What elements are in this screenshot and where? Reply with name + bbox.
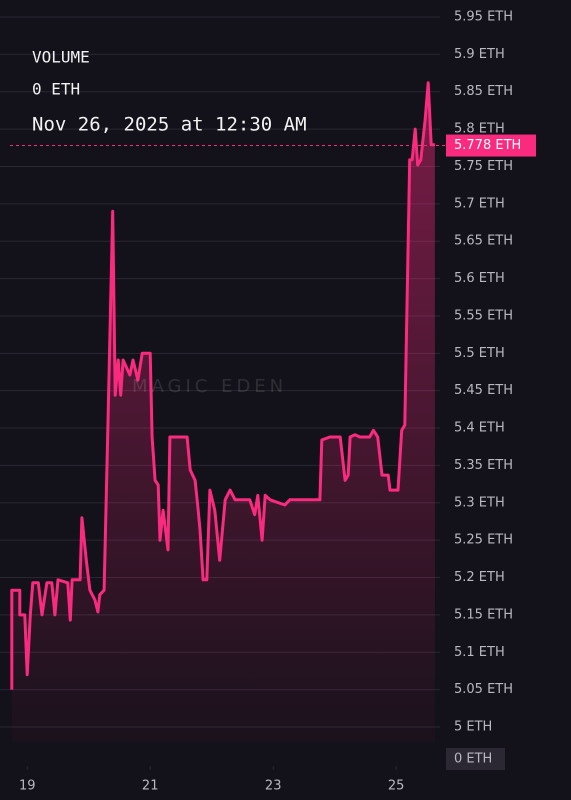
header-metric: VOLUME: [32, 48, 90, 67]
price-line: [10, 81, 435, 690]
x-tick-label: 19: [19, 779, 36, 794]
y2-tick-label: 0 ETH: [454, 752, 492, 767]
area: [11, 82, 435, 743]
x-tick-label: 21: [142, 779, 159, 794]
y-tick-label: 5.95 ETH: [454, 10, 513, 25]
y-tick-label: 5.05 ETH: [454, 682, 513, 697]
y-tick-label: 5.85 ETH: [454, 84, 513, 99]
y-tick-label: 5.8 ETH: [454, 122, 505, 137]
y-tick-label: 5.45 ETH: [454, 383, 513, 398]
y-tick-label: 5.1 ETH: [454, 645, 505, 660]
y-tick-label: 5.75 ETH: [454, 159, 513, 174]
y-tick-label: 5.35 ETH: [454, 458, 513, 473]
x-tick-label: 23: [265, 779, 282, 794]
current-price-label: 5.778 ETH: [454, 138, 521, 153]
current-price-box: [446, 134, 536, 157]
y-tick-label: 5.15 ETH: [454, 607, 513, 622]
y-tick-label: 5.4 ETH: [454, 421, 505, 436]
x-tick-label: 25: [388, 779, 405, 794]
y-tick-label: 5.25 ETH: [454, 533, 513, 548]
header-timestamp: Nov 26, 2025 at 12:30 AM: [32, 114, 307, 136]
y-tick-label: 5.9 ETH: [454, 47, 505, 62]
y-tick-label: 5.5 ETH: [454, 346, 505, 361]
y-tick-label: 5.2 ETH: [454, 570, 505, 585]
y2-tick-box: [446, 748, 505, 770]
y-tick-label: 5.7 ETH: [454, 196, 505, 211]
header-value: 0 ETH: [32, 80, 80, 99]
y-tick-label: 5.6 ETH: [454, 271, 505, 286]
y-tick-label: 5 ETH: [454, 720, 492, 735]
watermark: MAGIC EDEN: [132, 376, 287, 397]
y-tick-label: 5.55 ETH: [454, 308, 513, 323]
y-tick-label: 5.65 ETH: [454, 234, 513, 249]
y-tick-label: 5.3 ETH: [454, 495, 505, 510]
